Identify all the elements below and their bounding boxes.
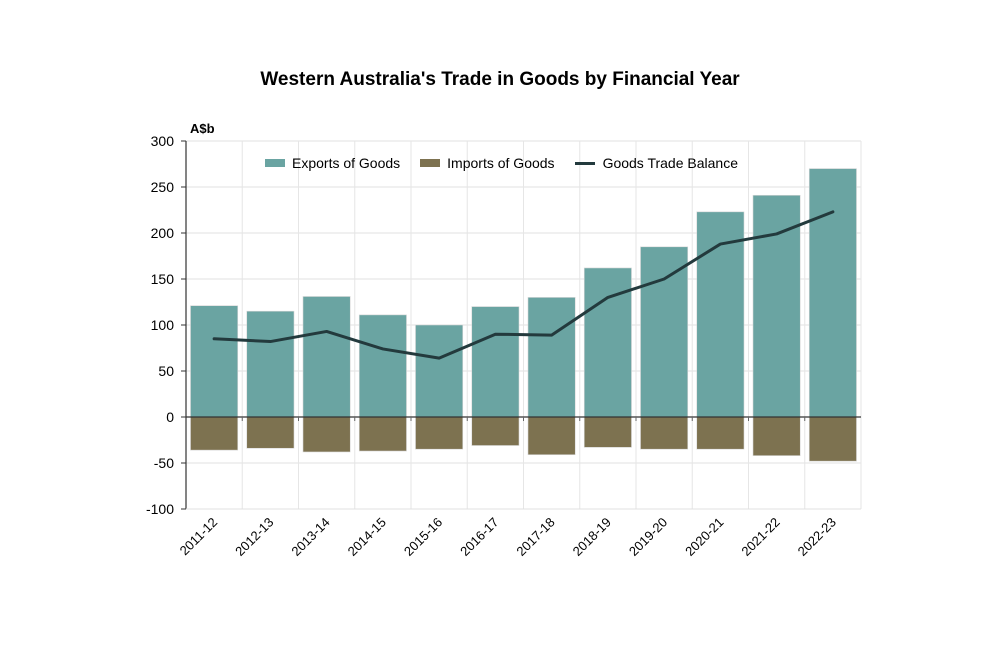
bar-imports-of-goods [246, 416, 295, 449]
bar-exports-of-goods [808, 168, 857, 418]
bar-imports-of-goods [696, 416, 745, 450]
bar-exports-of-goods [752, 194, 801, 418]
balance-line-icon [574, 161, 595, 165]
bar-exports-of-goods [246, 310, 295, 418]
legend-label: Goods Trade Balance [602, 155, 738, 171]
x-tick-label: 2022-23 [795, 515, 839, 559]
bar-imports-of-goods [358, 416, 407, 452]
imports-swatch-icon [420, 159, 441, 167]
bar-exports-of-goods [415, 324, 464, 418]
bar-imports-of-goods [640, 416, 689, 450]
bar-exports-of-goods [471, 306, 520, 418]
bar-exports-of-goods [527, 297, 576, 418]
x-tick-label: 2019-20 [626, 515, 670, 559]
bar-imports-of-goods [583, 416, 632, 448]
y-tick-label: 300 [151, 133, 175, 149]
bar-imports-of-goods [190, 416, 239, 451]
y-tick-label: 100 [151, 317, 175, 333]
legend-label: Exports of Goods [292, 155, 401, 171]
y-tick-label: 50 [158, 363, 174, 379]
x-tick-label: 2015-16 [401, 515, 445, 559]
bar-exports-of-goods [190, 305, 239, 418]
x-tick-label: 2011-12 [177, 515, 221, 559]
y-tick-label: 250 [151, 179, 175, 195]
bar-imports-of-goods [808, 416, 857, 462]
bar-imports-of-goods [302, 416, 351, 453]
x-tick-label: 2013-14 [288, 515, 332, 559]
bar-exports-of-goods [640, 246, 689, 418]
chart-title: Western Australia's Trade in Goods by Fi… [260, 69, 740, 90]
exports-swatch-icon [265, 159, 285, 167]
x-tick-label: 2020-21 [682, 515, 726, 559]
x-tick-label: 2018-19 [570, 515, 614, 559]
y-tick-label: 200 [151, 225, 175, 241]
y-tick-label: 0 [166, 409, 174, 425]
bar-imports-of-goods [527, 416, 576, 456]
bar-imports-of-goods [471, 416, 520, 446]
y-tick-label: 150 [151, 271, 175, 287]
bar-exports-of-goods [696, 211, 745, 418]
bar-exports-of-goods [302, 296, 351, 418]
x-tick-label: 2016-17 [457, 515, 501, 559]
y-tick-label: -50 [154, 455, 174, 471]
x-tick-label: 2014-15 [345, 515, 389, 559]
x-tick-label: 2021-22 [738, 515, 782, 559]
bar-exports-of-goods [583, 267, 632, 418]
line-goods-trade-balance [212, 210, 835, 360]
y-axis-unit-label: A$b [190, 121, 215, 136]
x-tick-label: 2012-13 [232, 515, 276, 559]
y-tick-label: -100 [146, 501, 174, 517]
chart-legend: Exports of Goods Imports of Goods Goods … [265, 155, 758, 171]
legend-label: Imports of Goods [447, 155, 555, 171]
bar-imports-of-goods [415, 416, 464, 450]
bar-imports-of-goods [752, 416, 801, 456]
x-tick-label: 2017-18 [513, 515, 557, 559]
legend-item-balance: Goods Trade Balance [574, 155, 738, 171]
legend-item-imports: Imports of Goods [420, 155, 555, 171]
legend-item-exports: Exports of Goods [265, 155, 400, 171]
bar-exports-of-goods [358, 314, 407, 418]
